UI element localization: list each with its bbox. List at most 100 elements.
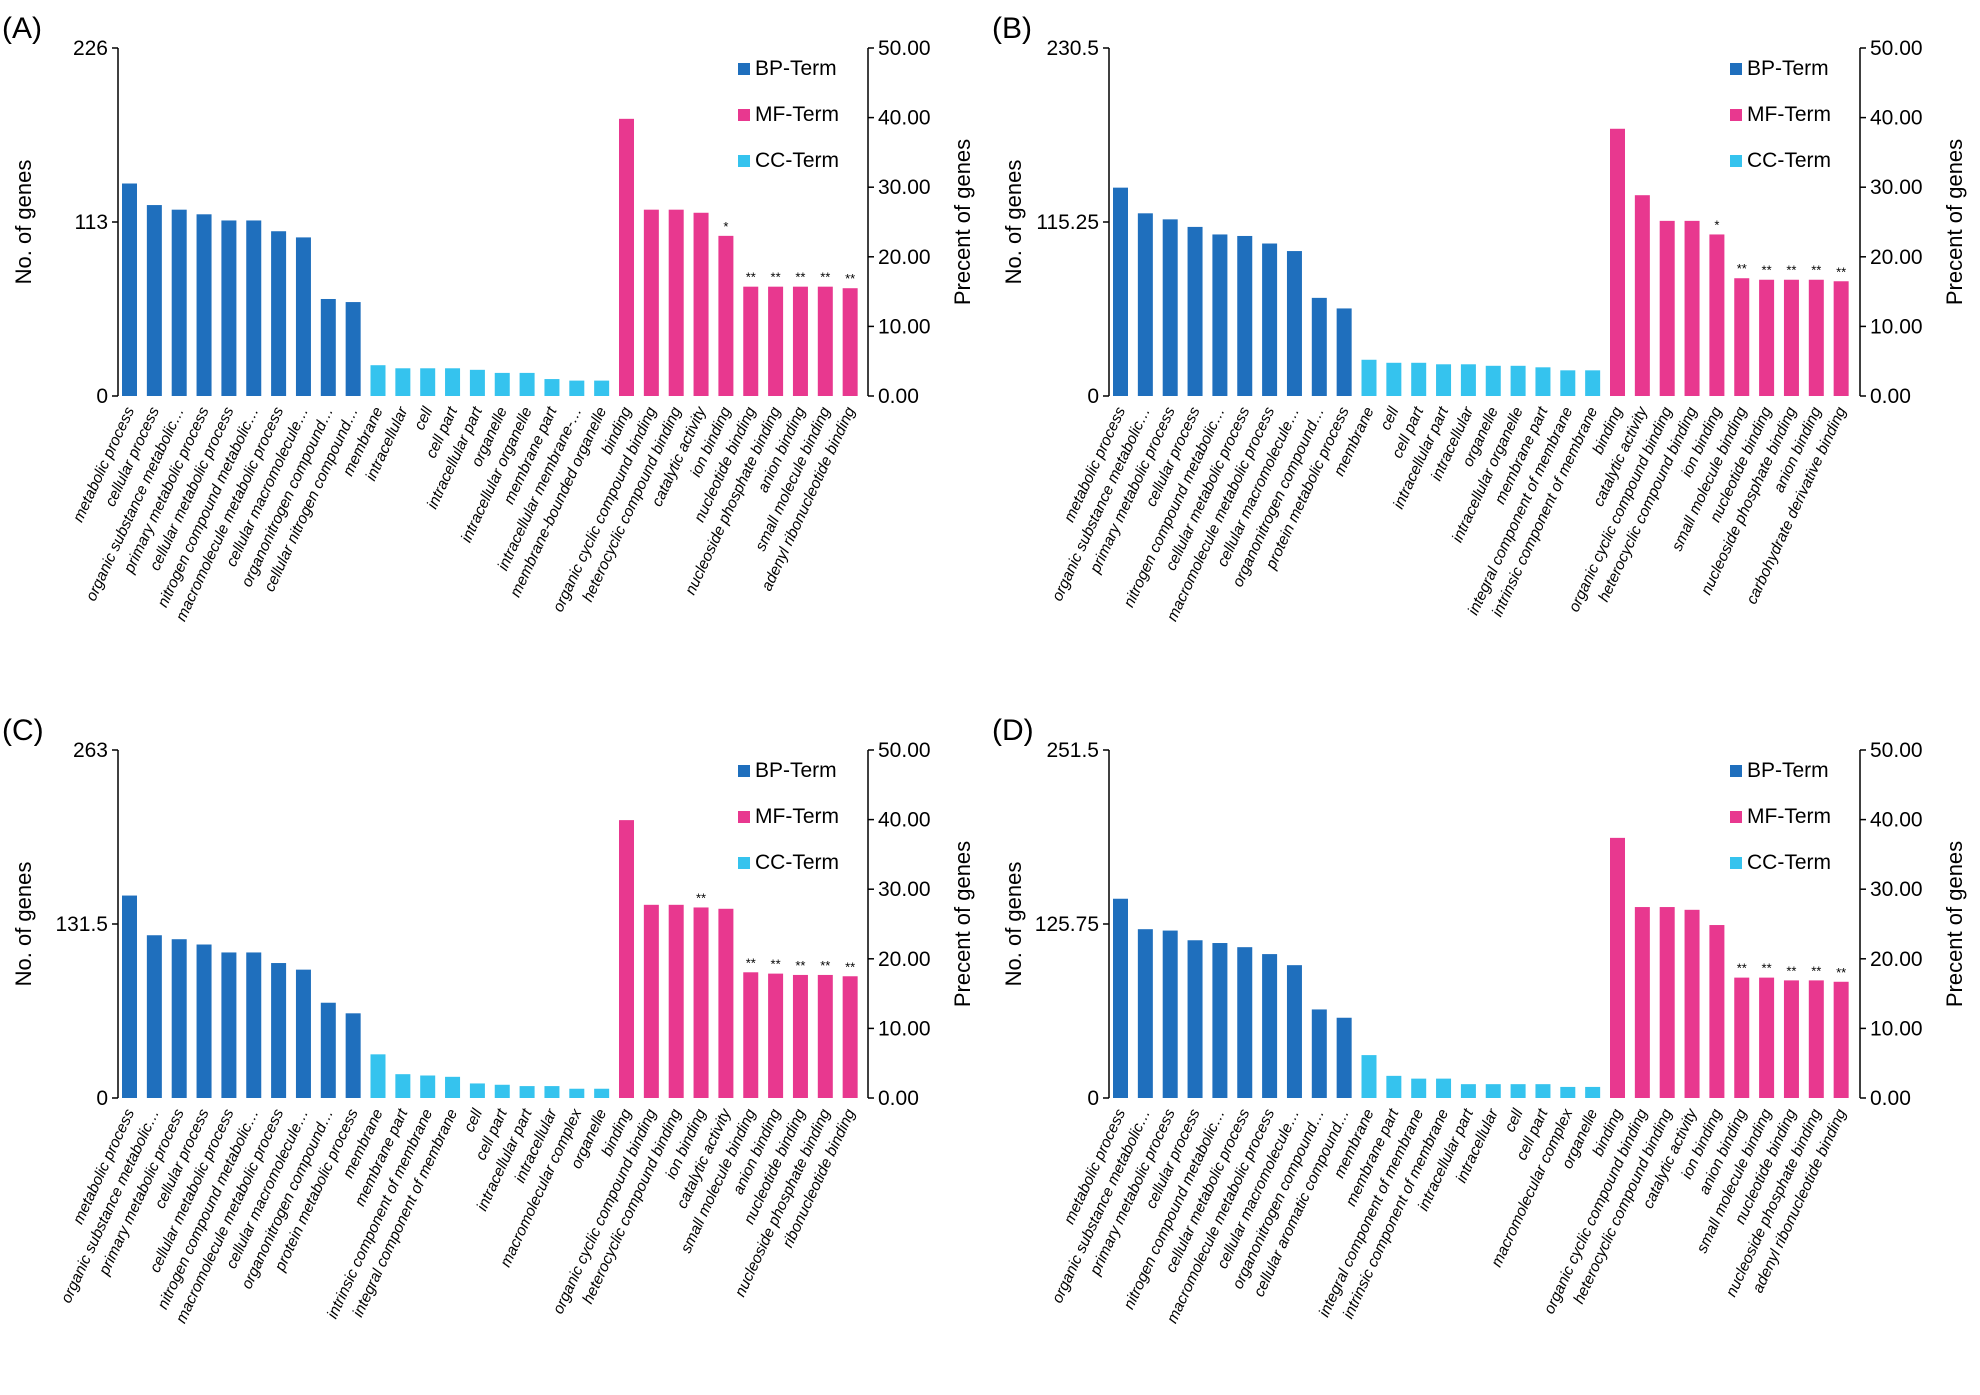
bar-bp [1262,243,1278,396]
panel-label: (A) [2,12,42,45]
bar-cc [1535,367,1551,396]
bar-bp [171,939,187,1098]
category-label: cell [411,404,436,433]
left-tick-label: 113 [75,211,108,234]
left-tick-label: 125.75 [1035,913,1099,936]
significance-mark: ** [1762,263,1772,278]
right-tick-label: 20.00 [878,246,931,269]
bar-cc [1361,359,1377,396]
category-label: cell [1501,1106,1526,1135]
panel-label: (D) [992,714,1034,747]
bar-cc [1535,1084,1551,1098]
legend-swatch-cc [738,857,750,869]
legend-label-mf: MF-Term [755,103,839,126]
legend-swatch-bp [738,765,750,777]
legend-swatch-mf [738,811,750,823]
bar-cc [1460,364,1476,396]
bar-bp [320,298,336,396]
significance-mark: ** [795,270,805,285]
bar-bp [196,944,212,1098]
significance-mark: ** [820,270,830,285]
right-tick-label: 30.00 [1870,878,1923,901]
legend-swatch-mf [738,109,750,121]
bar-mf [1684,909,1700,1098]
significance-mark: ** [1836,965,1846,980]
right-tick-label: 10.00 [878,1017,931,1040]
left-axis-title: No. of genes [1001,862,1026,987]
bar-cc [370,365,386,396]
bar-cc [395,1074,411,1098]
bar-bp [146,205,162,396]
bar-bp [1187,226,1203,396]
left-axis-title: No. of genes [1001,160,1026,285]
bar-cc [469,369,485,396]
bar-mf [1709,925,1725,1098]
legend-label-cc: CC-Term [1747,851,1831,874]
right-axis-title: Precent of genes [950,139,975,305]
bar-mf [817,974,833,1098]
legend-label-bp: BP-Term [1747,759,1829,782]
bar-mf [1734,278,1750,396]
bar-cc [594,380,610,396]
bar-cc [1436,1078,1452,1098]
bar-cc [1436,364,1452,396]
right-tick-label: 50.00 [1870,739,1923,762]
bar-mf [643,209,659,396]
bar-bp [1137,929,1153,1098]
legend-swatch-cc [738,155,750,167]
bar-mf [668,209,684,396]
bar-cc [445,368,461,396]
bar-cc [1585,1086,1601,1098]
bar-bp [146,935,162,1098]
chart-panel-2: (B) 230.5 115.25 0 No. of genes 50.00 40.00 30.… [992,12,1967,624]
bar-bp [246,220,262,396]
significance-mark: ** [1786,263,1796,278]
right-tick-label: 50.00 [878,739,931,762]
bar-bp [1137,213,1153,396]
bar-bp [345,302,361,396]
bar-cc [1510,365,1526,396]
left-axis-title: No. of genes [11,862,36,987]
bar-bp [122,895,137,1098]
bar-bp [1336,308,1352,396]
bar-bp [1237,235,1253,396]
significance-mark: ** [1811,963,1821,978]
bar-mf [1709,234,1725,396]
bar-bp [320,1002,336,1098]
bar-mf [792,974,808,1098]
bar-bp [221,952,237,1098]
bar-bp [246,952,262,1098]
bar-mf [743,286,759,396]
bar-mf [1610,128,1625,397]
bar-bp [1113,898,1128,1098]
bar-mf [1610,837,1625,1098]
legend-label-bp: BP-Term [755,759,837,782]
bar-mf [718,908,734,1098]
bar-cc [569,380,585,396]
legend-label-bp: BP-Term [1747,57,1829,80]
bar-bp [1311,297,1327,396]
right-tick-label: 0.00 [1870,1087,1911,1110]
bar-bp [1162,219,1178,396]
bar-mf [693,907,709,1098]
right-tick-label: 10.00 [1870,1017,1923,1040]
bar-bp [1113,187,1128,396]
right-tick-label: 40.00 [878,107,931,130]
bar-cc [594,1088,610,1098]
bar-mf [1634,195,1650,396]
bar-cc [1460,1084,1476,1098]
significance-mark: ** [1786,963,1796,978]
bar-cc [1386,362,1402,396]
bar-cc [1411,1078,1427,1098]
legend-swatch-bp [738,63,750,75]
bar-mf [743,972,759,1098]
bar-cc [1560,370,1576,396]
bar-cc [519,372,535,396]
legend-label-cc: CC-Term [755,851,839,874]
left-tick-label: 226 [73,37,108,60]
bar-bp [345,1013,361,1098]
bar-bp [1336,1017,1352,1098]
bar-cc [1485,1084,1501,1098]
bar-mf [619,118,634,397]
significance-mark: ** [746,955,756,970]
